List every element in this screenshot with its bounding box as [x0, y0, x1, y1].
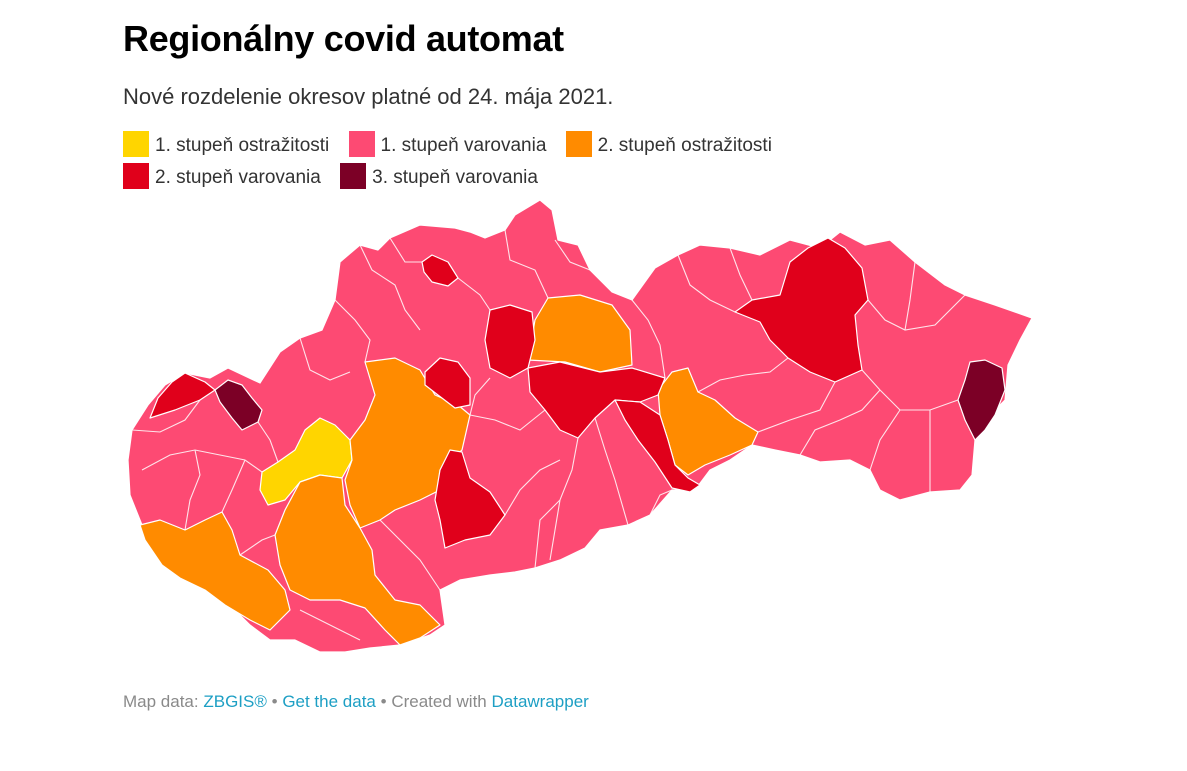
district-borders — [131, 229, 966, 641]
footer-separator: • — [271, 692, 278, 711]
chart-title: Regionálny covid automat — [123, 18, 564, 59]
region-orange-southwest — [139, 511, 291, 631]
footer-separator: • — [380, 692, 387, 711]
region-red-north — [484, 304, 536, 379]
legend-item-1-varovanie: 1. stupeň varovania — [348, 130, 547, 162]
region-red-northeast — [734, 237, 869, 383]
chart-subtitle: Nové rozdelenie okresov platné od 24. má… — [123, 84, 614, 109]
legend-item-3-varovanie: 3. stupeň varovania — [340, 162, 538, 194]
region-red-southcentral — [434, 449, 506, 549]
footer-created-with-prefix: Created with — [391, 692, 487, 711]
region-orange-north — [527, 294, 633, 373]
legend: 1. stupeň ostražitosti 1. stupeň varovan… — [123, 130, 983, 194]
legend-label: 1. stupeň ostražitosti — [155, 135, 330, 156]
region-red-east-strip — [614, 399, 701, 493]
legend-item-2-varovanie: 2. stupeň varovania — [123, 162, 321, 194]
legend-swatch — [123, 131, 149, 157]
region-orange-southcentral — [274, 474, 441, 646]
region-red-north-small — [421, 254, 459, 287]
region-red-west — [149, 372, 216, 419]
legend-label: 1. stupeň varovania — [380, 135, 547, 156]
legend-swatch — [340, 163, 367, 189]
region-darkred-east — [957, 359, 1006, 441]
legend-label: 3. stupeň varovania — [372, 167, 538, 188]
legend-swatch — [565, 131, 592, 157]
legend-item-2-ostrazitost: 2. stupeň ostražitosti — [565, 130, 772, 162]
legend-item-1-ostrazitost: 1. stupeň ostražitosti — [123, 130, 329, 162]
legend-label: 2. stupeň ostražitosti — [597, 135, 772, 156]
legend-swatch — [348, 131, 375, 157]
footer-map-data-prefix: Map data: — [123, 692, 199, 711]
slovakia-district-map — [127, 199, 1033, 653]
footer-get-data-link[interactable]: Get the data — [282, 692, 376, 711]
legend-label: 2. stupeň varovania — [155, 167, 321, 188]
footer-zbgis-link[interactable]: ZBGIS® — [203, 692, 267, 711]
footer-datawrapper-link[interactable]: Datawrapper — [491, 692, 589, 711]
legend-swatch — [123, 163, 149, 189]
footer: Map data: ZBGIS® • Get the data • Create… — [123, 692, 589, 712]
region-darkred-west — [214, 379, 263, 431]
region-red-central-small — [424, 357, 471, 409]
